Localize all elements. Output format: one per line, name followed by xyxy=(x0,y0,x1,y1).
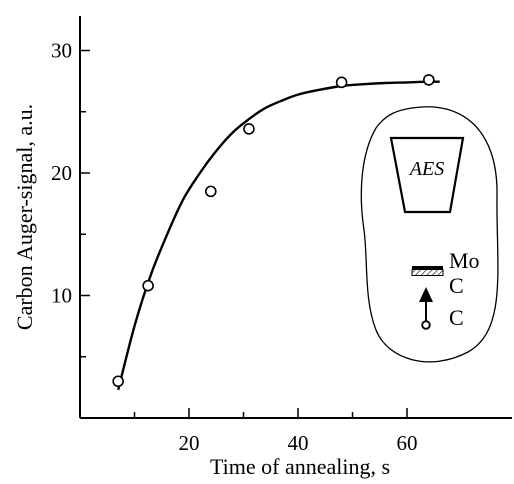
inset-outline xyxy=(360,106,499,363)
y-axis-label: Carbon Auger-signal, a.u. xyxy=(12,104,37,330)
data-point xyxy=(142,279,154,292)
y-tick-label: 10 xyxy=(51,284,72,308)
data-point xyxy=(205,185,217,198)
carbon-source xyxy=(421,320,431,330)
data-point xyxy=(335,76,348,89)
fit-curve xyxy=(117,80,440,391)
inset-diagram: AES Mo C C xyxy=(360,106,499,363)
data-point xyxy=(422,74,435,86)
y-tick-label: 30 xyxy=(51,39,72,63)
aes-label: AES xyxy=(408,158,444,180)
x-axis-label: Time of annealing, s xyxy=(210,454,390,479)
data-point xyxy=(112,375,124,388)
x-tick-label: 40 xyxy=(288,431,309,455)
aes-analyzer xyxy=(389,136,465,214)
x-tick-label: 60 xyxy=(397,431,418,455)
data-point xyxy=(243,123,255,135)
label-mo: Mo xyxy=(449,248,480,273)
mo-substrate xyxy=(412,266,443,270)
y-tick-label: 20 xyxy=(51,161,72,185)
label-c-source: C xyxy=(449,305,464,330)
axis-ticks: 20 40 60 10 20 30 xyxy=(51,39,418,456)
carbon-flux-arrow-head xyxy=(419,287,433,302)
data-points xyxy=(112,74,435,388)
label-c-layer: C xyxy=(449,273,464,298)
carbon-layer xyxy=(411,269,444,276)
x-tick-label: 20 xyxy=(179,431,200,455)
